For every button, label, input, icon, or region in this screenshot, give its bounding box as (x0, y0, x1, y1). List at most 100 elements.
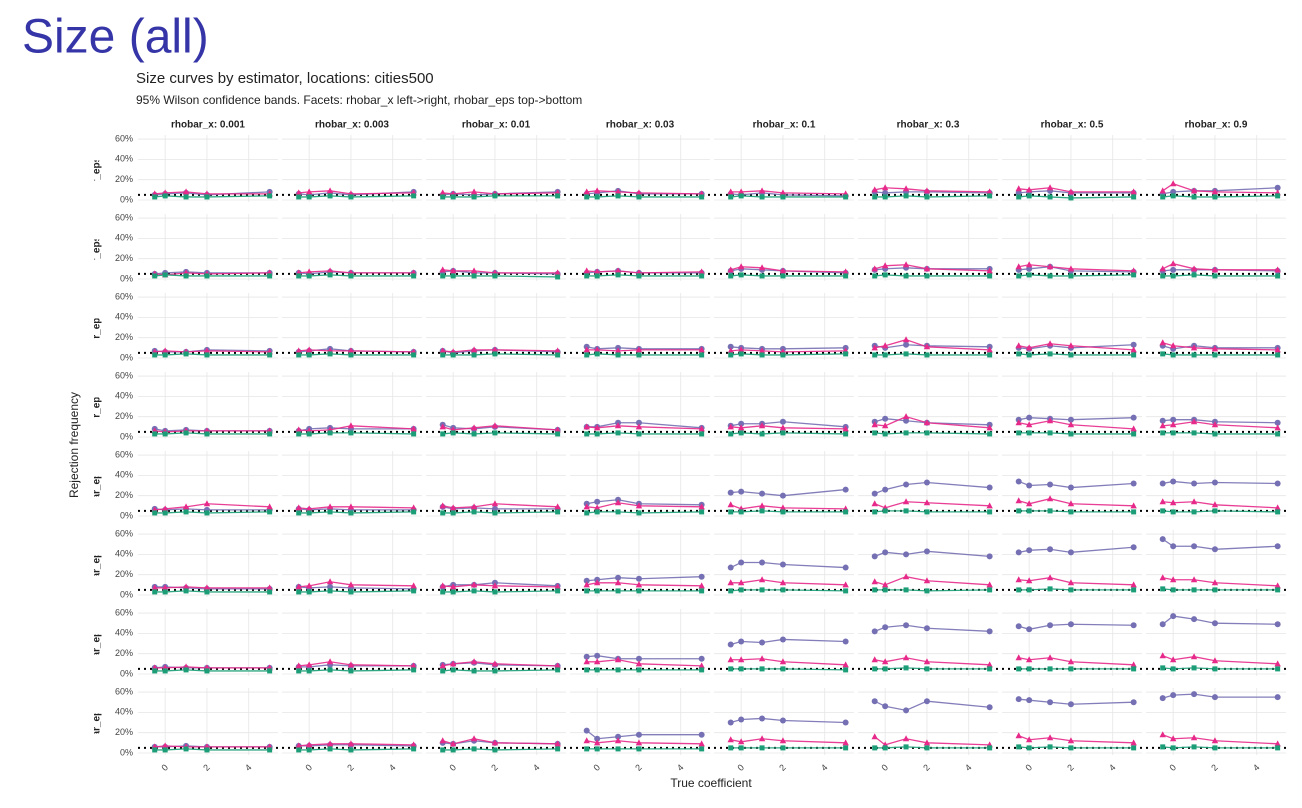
point (305, 346, 313, 353)
point (492, 430, 498, 436)
row-label: rhobar_eps: 0.3 (92, 526, 103, 601)
point (1130, 341, 1137, 348)
point (161, 505, 169, 512)
point (1067, 579, 1075, 586)
point (1190, 344, 1198, 351)
point (842, 486, 849, 493)
point (1170, 430, 1176, 436)
point (1191, 352, 1197, 358)
y-tick-label: 40% (115, 549, 133, 559)
point (902, 261, 910, 268)
point (583, 346, 590, 353)
point (727, 423, 734, 430)
point (1191, 480, 1198, 487)
facet-label: rhobar_x: 0.3 (897, 120, 960, 131)
point (348, 510, 354, 516)
point (758, 655, 766, 662)
y-tick-label: 20% (115, 174, 133, 184)
point (1211, 421, 1219, 428)
point (1169, 576, 1177, 583)
point (759, 587, 765, 593)
point (1130, 739, 1137, 746)
panel (282, 214, 422, 281)
panel (1146, 530, 1286, 597)
point (635, 502, 643, 509)
point (204, 352, 210, 358)
point (555, 274, 561, 280)
point (440, 273, 446, 279)
point (554, 662, 561, 669)
point (439, 662, 446, 669)
point (1211, 501, 1219, 508)
point (738, 745, 744, 751)
point (614, 422, 622, 429)
x-tick-label: 0 (735, 762, 746, 773)
point (1170, 266, 1177, 273)
point (491, 422, 499, 429)
point (1026, 352, 1032, 358)
point (882, 189, 889, 196)
point (727, 641, 734, 648)
point (843, 351, 849, 357)
point (440, 352, 446, 358)
point (882, 508, 888, 514)
point (450, 430, 456, 436)
point (728, 431, 734, 437)
point (1274, 424, 1281, 431)
point (614, 656, 622, 663)
x-tick-label: 4 (531, 762, 542, 773)
point (162, 352, 168, 358)
point (348, 430, 354, 436)
point (204, 510, 210, 516)
point (1067, 265, 1075, 272)
panel (1002, 530, 1142, 597)
point (728, 194, 734, 200)
point (738, 193, 744, 199)
point (1016, 194, 1022, 200)
point (1274, 543, 1281, 550)
point (1169, 421, 1177, 428)
point (903, 193, 909, 199)
point (903, 508, 909, 514)
point (1016, 351, 1022, 357)
point (449, 583, 457, 590)
point (635, 189, 643, 196)
point (1015, 576, 1022, 583)
point (204, 589, 210, 595)
point (583, 423, 590, 430)
point (1046, 340, 1054, 347)
point (295, 189, 302, 196)
point (737, 346, 745, 353)
y-tick-label: 0% (120, 510, 133, 520)
row-label: rhobar_eps: 0.03 (92, 365, 103, 445)
point (450, 352, 456, 358)
point (699, 273, 705, 279)
point (555, 431, 561, 437)
x-tick-label: 2 (1209, 762, 1220, 773)
point (203, 584, 211, 591)
point (1025, 421, 1033, 428)
point (152, 194, 158, 200)
point (554, 269, 561, 276)
point (1047, 586, 1053, 592)
point (758, 264, 766, 271)
point (1015, 478, 1022, 485)
point (491, 505, 498, 512)
point (615, 733, 622, 740)
y-tick-label: 60% (115, 133, 133, 143)
point (439, 347, 446, 354)
point (471, 509, 477, 515)
point (583, 577, 590, 584)
point (924, 273, 930, 279)
point (871, 628, 878, 635)
point (1131, 272, 1137, 278)
point (1046, 263, 1054, 270)
point (1131, 352, 1137, 358)
point (266, 503, 273, 510)
point (923, 265, 931, 272)
point (161, 584, 169, 591)
panel (282, 135, 422, 202)
point (162, 668, 168, 674)
point (924, 430, 930, 436)
point (1047, 546, 1054, 553)
